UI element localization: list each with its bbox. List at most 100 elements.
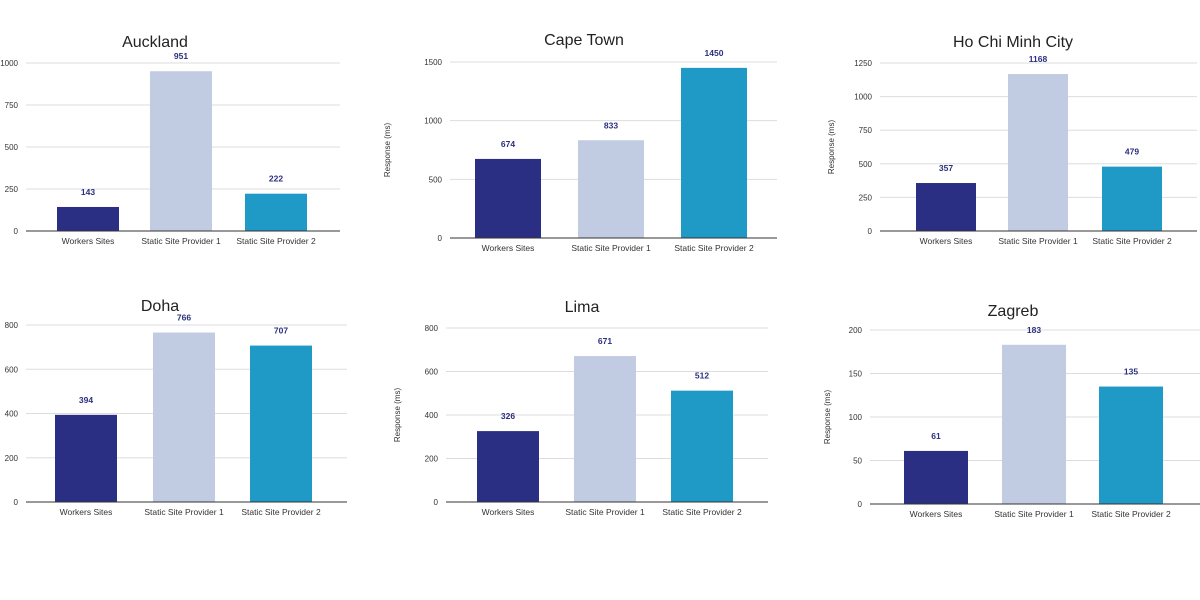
chart-title: Cape Town (544, 32, 624, 49)
y-axis-title: Response (ms) (393, 388, 402, 443)
bar-workers-sites (55, 414, 117, 502)
bar-static-site-provider-1 (574, 356, 636, 502)
y-tick-label: 400 (5, 410, 19, 419)
bar-static-site-provider-2 (250, 345, 312, 502)
bar-static-site-provider-2 (681, 67, 747, 238)
chart-title: Auckland (122, 34, 188, 51)
bar-value-label: 183 (1027, 325, 1041, 335)
y-tick-label: 800 (5, 321, 19, 330)
bar-value-label: 766 (177, 313, 191, 323)
bar-value-label: 61 (931, 431, 941, 441)
y-tick-label: 750 (5, 101, 19, 110)
chart-panel-lima: Lima 0 200 400 600 800 Response (ms) 326 Workers… (380, 295, 780, 530)
x-tick-label: Static Site Provider 2 (662, 507, 742, 517)
x-tick-label: Static Site Provider 1 (141, 236, 221, 246)
bar-value-label: 1168 (1029, 54, 1048, 64)
y-tick-label: 0 (438, 234, 443, 243)
bar-workers-sites (57, 206, 119, 231)
bar-static-site-provider-1 (153, 332, 215, 502)
bar-value-label: 951 (174, 51, 188, 61)
y-tick-label: 600 (5, 365, 19, 374)
y-tick-label: 1000 (0, 59, 18, 68)
x-tick-label: Static Site Provider 2 (1091, 509, 1171, 519)
chart-title: Ho Chi Minh City (953, 34, 1073, 51)
x-tick-label: Workers Sites (482, 507, 535, 517)
bar-value-label: 394 (79, 395, 93, 405)
y-tick-label: 250 (5, 185, 19, 194)
y-tick-label: 500 (859, 160, 873, 169)
y-tick-label: 500 (429, 175, 443, 184)
x-tick-label: Workers Sites (920, 236, 973, 246)
bar-workers-sites (916, 183, 976, 231)
y-tick-label: 0 (14, 227, 19, 236)
bar-value-label: 833 (604, 120, 618, 130)
y-tick-label: 0 (434, 498, 439, 507)
bar-value-label: 1450 (705, 48, 724, 58)
bar-static-site-provider-2 (1102, 166, 1162, 231)
chart-svg: Auckland 0 250 500 750 1000 143 Workers Sites 95… (0, 34, 340, 246)
bar-workers-sites (904, 450, 968, 504)
x-tick-label: Static Site Provider 1 (565, 507, 645, 517)
bar-value-label: 707 (274, 326, 288, 336)
x-tick-label: Static Site Provider 1 (144, 507, 224, 517)
chart-panel-auckland: Auckland 0 250 500 750 1000 143 Workers Sites 95… (0, 25, 360, 260)
y-tick-label: 800 (425, 324, 439, 333)
y-tick-label: 100 (849, 413, 863, 422)
x-tick-label: Static Site Provider 1 (994, 509, 1074, 519)
y-tick-label: 200 (849, 326, 863, 335)
y-tick-label: 1000 (424, 117, 442, 126)
bar-value-label: 222 (269, 174, 283, 184)
chart-panel-doha: Doha 0 200 400 600 800 394 Workers Sites 766 Stat… (0, 295, 360, 530)
x-tick-label: Static Site Provider 1 (998, 236, 1078, 246)
x-tick-label: Static Site Provider 2 (236, 236, 316, 246)
chart-svg: Lima 0 200 400 600 800 Response (ms) 326 Workers… (393, 299, 768, 517)
y-tick-label: 250 (859, 193, 873, 202)
chart-panel-cape-town: Cape Town 0 500 1000 1500 Response (ms) 674 Wor… (380, 25, 780, 260)
chart-title: Lima (565, 299, 600, 316)
y-tick-label: 1500 (424, 58, 442, 67)
chart-svg: Cape Town 0 500 1000 1500 Response (ms) 674 Wor… (383, 32, 777, 253)
bar-static-site-provider-1 (1008, 74, 1068, 231)
bar-value-label: 135 (1124, 367, 1138, 377)
chart-panel-zagreb: Zagreb 0 50 100 150 200 Response (ms) 61 Workers… (820, 295, 1200, 530)
bar-workers-sites (477, 431, 539, 502)
chart-title: Zagreb (988, 303, 1039, 320)
bar-value-label: 143 (81, 187, 95, 197)
bar-workers-sites (475, 158, 541, 238)
chart-svg: Ho Chi Minh City 0 250 500 750 1000 1250 Respon… (827, 34, 1197, 246)
y-tick-label: 600 (425, 368, 439, 377)
x-tick-label: Workers Sites (910, 509, 963, 519)
bar-value-label: 671 (598, 336, 612, 346)
x-tick-label: Workers Sites (60, 507, 113, 517)
y-tick-label: 50 (853, 457, 862, 466)
y-tick-label: 0 (14, 498, 19, 507)
chart-title: Doha (141, 298, 179, 315)
y-tick-label: 400 (425, 411, 439, 420)
bar-static-site-provider-1 (1002, 344, 1066, 504)
y-tick-label: 150 (849, 370, 863, 379)
y-tick-label: 0 (858, 500, 863, 509)
y-tick-label: 1000 (854, 93, 872, 102)
chart-svg: Zagreb 0 50 100 150 200 Response (ms) 61 Workers… (823, 303, 1200, 519)
x-tick-label: Static Site Provider 2 (241, 507, 321, 517)
bar-static-site-provider-1 (150, 71, 212, 231)
chart-panel-ho-chi-minh-city: Ho Chi Minh City 0 250 500 750 1000 1250 Respon… (820, 25, 1200, 260)
y-tick-label: 200 (425, 455, 439, 464)
y-tick-label: 0 (868, 227, 873, 236)
chart-svg: Doha 0 200 400 600 800 394 Workers Sites 766 Stat… (5, 298, 347, 517)
bar-value-label: 479 (1125, 147, 1139, 157)
y-axis-title: Response (ms) (827, 120, 836, 175)
y-tick-label: 1250 (854, 59, 872, 68)
y-axis-title: Response (ms) (823, 390, 832, 445)
x-tick-label: Static Site Provider 2 (674, 243, 754, 253)
y-axis-title: Response (ms) (383, 123, 392, 178)
x-tick-label: Workers Sites (62, 236, 115, 246)
bar-static-site-provider-2 (1099, 386, 1163, 504)
bar-value-label: 512 (695, 371, 709, 381)
x-tick-label: Workers Sites (482, 243, 535, 253)
bar-value-label: 326 (501, 411, 515, 421)
y-tick-label: 200 (5, 454, 19, 463)
x-tick-label: Static Site Provider 1 (571, 243, 651, 253)
bar-value-label: 357 (939, 163, 953, 173)
bar-static-site-provider-2 (245, 193, 307, 231)
